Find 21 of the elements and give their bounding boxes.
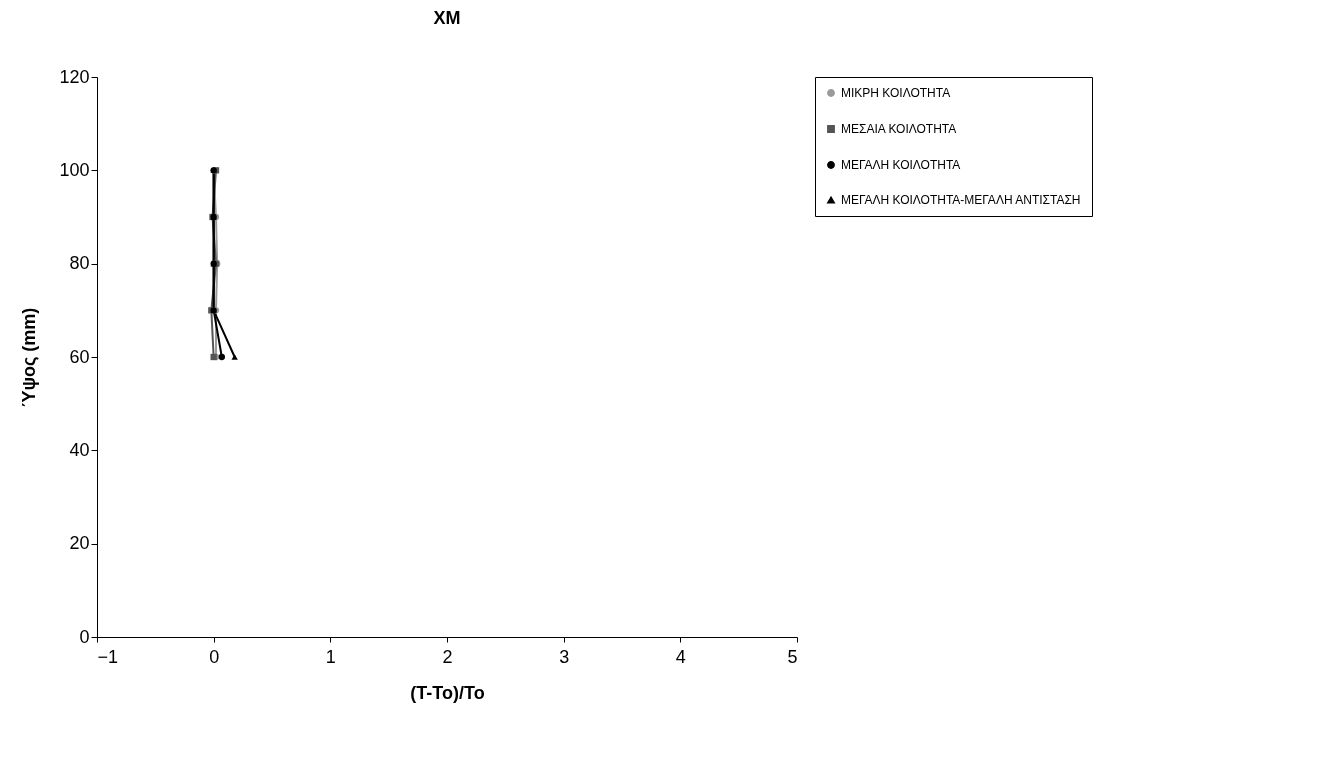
x-tick-label: 4 (675, 646, 686, 667)
x-tick-label: 5 (787, 646, 798, 667)
y-tick-label: 40 (69, 439, 90, 460)
x-tick-label: 3 (559, 646, 570, 667)
y-axis-title: Ύψος (mm) (19, 307, 40, 408)
x-axis-title: (T-To)/To (410, 682, 485, 703)
legend-label: ΜΙΚΡΗ ΚΟΙΛΟΤΗΤΑ (841, 86, 951, 100)
legend-label: ΜΕΓΑΛΗ ΚΟΙΛΟΤΗΤΑ-ΜΕΓΑΛΗ ΑΝΤΙΣΤΑΣΗ (841, 193, 1081, 207)
y-tick-label: 0 (79, 626, 90, 647)
x-tick-label: 0 (209, 646, 220, 667)
x-tick-label: 1 (325, 646, 336, 667)
x-tick-label: 2 (442, 646, 453, 667)
y-tick-label: 80 (69, 253, 90, 274)
legend-label: ΜΕΣΑΙΑ ΚΟΙΛΟΤΗΤΑ (841, 122, 957, 136)
legend-label: ΜΕΓΑΛΗ ΚΟΙΛΟΤΗΤΑ (841, 158, 961, 172)
x-tick-label: −1 (97, 646, 119, 667)
y-tick-label: 100 (59, 159, 90, 180)
y-tick-label: 20 (69, 533, 90, 554)
chart-title: XM (433, 8, 461, 28)
y-tick-label: 120 (59, 66, 90, 87)
y-tick-label: 60 (69, 346, 90, 367)
